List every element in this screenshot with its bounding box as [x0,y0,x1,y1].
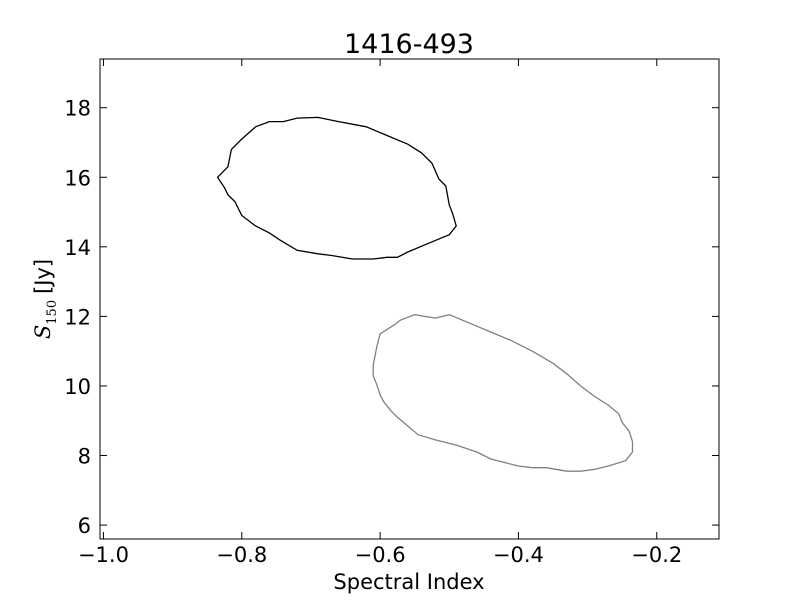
y-tick-label: 18 [64,97,91,121]
contours-layer [216,116,634,472]
y-axis-symbol: S [31,325,55,339]
tick-labels-layer: −1.0 −0.8 −0.6 −0.4 −0.2 6 8 10 12 14 16 18 [64,97,682,567]
y-axis-subscript: 150 [45,300,60,325]
ticks-layer [100,59,719,539]
y-tick-label: 8 [78,445,91,469]
plot-frame [99,58,720,540]
x-tick-label: −0.4 [493,543,544,567]
contour-1 [216,116,457,260]
chart-title: 1416-493 [344,29,474,60]
y-axis-label: S150 [Jy] [31,259,60,339]
x-tick-label: −0.2 [631,543,682,567]
y-tick-label: 6 [78,514,91,538]
y-tick-label: 16 [64,166,91,190]
x-tick-label: −0.6 [355,543,406,567]
y-axis-unit: [Jy] [31,259,55,294]
x-tick-label: −0.8 [216,543,267,567]
contour-2 [372,314,634,472]
x-tick-label: −1.0 [78,543,129,567]
y-tick-label: 12 [64,305,91,329]
y-tick-label: 10 [64,375,91,399]
y-tick-label: 14 [64,236,91,260]
x-axis-label: Spectral Index [333,570,484,594]
